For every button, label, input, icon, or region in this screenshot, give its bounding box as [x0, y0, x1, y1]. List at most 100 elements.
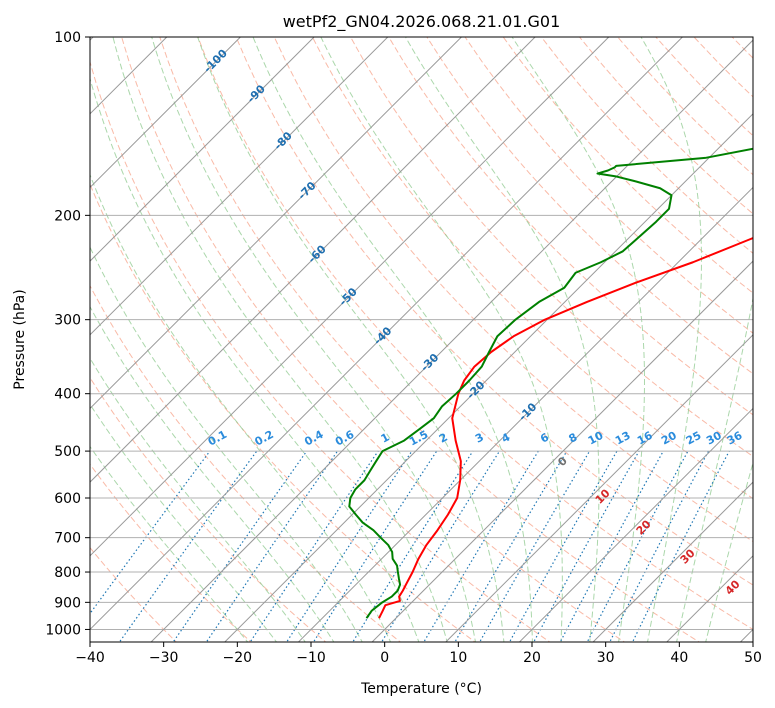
dry-adiabat-line [90, 463, 252, 642]
dry-adiabat-line [578, 37, 753, 215]
y-tick-label: 800 [54, 565, 81, 581]
moist-adiabat-line [90, 357, 306, 642]
mixing-ratio-line [609, 450, 710, 642]
plot-frame [89, 36, 754, 643]
moist-adiabat-line [151, 37, 477, 642]
dry-adiabat-line [426, 37, 753, 375]
mixing-ratio-line [312, 450, 438, 642]
moist-adiabat-line [405, 37, 600, 642]
x-tick-label: 50 [744, 650, 762, 666]
dry-adiabat-label: -90 [245, 82, 268, 105]
x-tick-label: −30 [149, 650, 179, 666]
mixing-ratio-label: 0.1 [206, 428, 229, 449]
mixing-ratio-line [172, 450, 308, 642]
mixing-ratio-line [285, 450, 413, 642]
dry-adiabat-label: -60 [306, 242, 329, 265]
dry-adiabat-line [502, 37, 753, 294]
isopleth-labels: -100-90-80-70-60-50-40-30-20-100.1 0.2 0.4… [201, 47, 744, 598]
y-axis: 1000 900 800 700 600 500 400 300 200 100 [45, 30, 90, 638]
dry-adiabat-line [90, 182, 476, 642]
chart-title: wetPf2_GN04.2026.068.21.01.G01 [283, 12, 561, 32]
mixing-ratio-line [454, 450, 568, 642]
isotherm-gridlines [90, 37, 753, 642]
y-tick-label: 300 [54, 313, 81, 329]
moist-adiabat-line [112, 37, 448, 642]
dry-adiabat-line [350, 37, 753, 457]
mixing-ratio-line [118, 450, 258, 642]
mixing-ratio-label: 2 [437, 431, 450, 446]
isotherm-gridline [90, 37, 315, 262]
x-tick-label: 20 [523, 650, 541, 666]
x-axis-label: Temperature (°C) [360, 681, 482, 697]
moist-adiabat-line [90, 445, 249, 642]
isotherm-gridline [224, 113, 753, 642]
isotherm-gridline [666, 555, 753, 642]
moist-adiabat-label: 20 [634, 517, 654, 537]
y-tick-label: 100 [54, 30, 81, 46]
mixing-ratio-label: 8 [567, 431, 580, 446]
isotherm-gridline [90, 37, 463, 410]
mixing-ratio-label: 0.2 [253, 428, 276, 449]
dry-adiabat-line [464, 37, 753, 334]
mixing-ratio-line [559, 450, 664, 642]
x-tick-label: 10 [449, 650, 467, 666]
mixing-ratio-label: 20 [659, 429, 679, 448]
y-axis-label: Pressure (hPa) [12, 289, 28, 389]
moist-adiabat-label: 40 [723, 577, 743, 597]
temperature-line [378, 236, 753, 619]
mixing-ratio-line [205, 450, 339, 642]
isotherm-gridline [297, 186, 753, 642]
moist-adiabat-line [197, 37, 505, 642]
mixing-ratio-label: 13 [613, 429, 633, 448]
dry-adiabat-line [744, 10, 775, 645]
x-tick-label: −40 [75, 650, 105, 666]
x-tick-label: −20 [223, 650, 253, 666]
mixing-ratio-label: 3 [473, 431, 486, 446]
moist-adiabat-label: 0 [555, 454, 570, 469]
moist-adiabat-line [320, 37, 563, 642]
isotherm-gridline [518, 407, 753, 642]
isotherm-gridline [150, 39, 753, 642]
y-tick-label: 500 [54, 444, 81, 460]
dry-adiabat-line [311, 37, 753, 500]
mixing-ratio-line [631, 450, 730, 642]
x-tick-label: 40 [670, 650, 688, 666]
x-axis: −40 −30 −20 −10 0 10 20 30 40 50 [75, 642, 762, 666]
y-tick-label: 600 [54, 491, 81, 507]
x-tick-label: 30 [597, 650, 615, 666]
isotherm-gridline [445, 334, 753, 642]
mixing-ratio-line [90, 450, 211, 615]
mixing-ratio-line [586, 450, 689, 642]
mixing-ratio-line [380, 450, 500, 642]
isotherm-gridline [90, 37, 242, 189]
mixing-ratio-line [249, 450, 379, 642]
dry-adiabat-line [159, 37, 701, 642]
isotherm-gridline [90, 37, 389, 336]
moist-adiabat-line [640, 37, 702, 642]
y-tick-label: 1000 [45, 622, 81, 638]
y-tick-label: 900 [54, 595, 81, 611]
moist-adiabat-line [90, 173, 392, 642]
isotherm-gridline [371, 260, 753, 642]
moist-adiabat-line [252, 37, 533, 642]
moist-adiabat-line [90, 76, 420, 642]
moist-adiabat-line [705, 461, 753, 642]
isobar-gridlines [90, 37, 753, 630]
isotherm-gridline [739, 628, 753, 642]
dry-adiabat-line [540, 37, 753, 254]
dry-adiabat-line [121, 37, 626, 642]
x-tick-label: 0 [380, 650, 389, 666]
x-tick-label: −10 [296, 650, 326, 666]
dry-adiabat-label: -30 [418, 351, 441, 374]
mixing-ratio-label: 0.6 [333, 428, 357, 449]
mixing-ratio-label: 16 [635, 429, 655, 448]
moist-adiabat-line [90, 403, 278, 642]
mixing-ratio-label: 10 [586, 429, 606, 448]
dry-adiabat-label: -100 [201, 47, 230, 76]
isotherm-gridline [592, 481, 753, 642]
mixing-ratio-label: 25 [684, 429, 704, 448]
dry-adiabat-line [90, 376, 327, 642]
dry-adiabat-line [731, 37, 753, 59]
isotherm-gridline [90, 37, 684, 631]
